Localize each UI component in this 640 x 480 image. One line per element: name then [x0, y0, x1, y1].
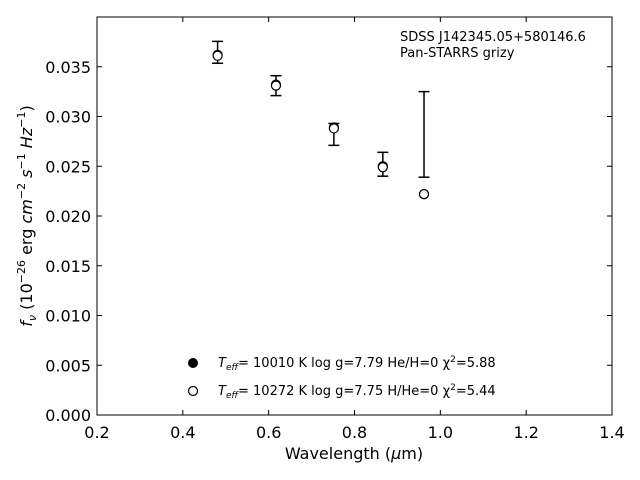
- legend-2-sup: 2: [450, 383, 456, 393]
- annotation-survey: Pan-STARRS grizy: [400, 46, 515, 61]
- plot-frame: [96, 16, 613, 416]
- model-point-open: [418, 189, 430, 200]
- y-label-exp3: −1: [15, 153, 28, 169]
- y-label-nu: ν: [26, 315, 39, 321]
- y-tick-label: 0.005: [45, 356, 91, 375]
- x-axis-label-mu: μ: [390, 444, 401, 463]
- y-label-hz: Hz: [17, 127, 36, 153]
- model-point-open: [212, 50, 223, 61]
- model-points: [212, 49, 430, 200]
- y-tick-label: 0.025: [45, 157, 91, 176]
- legend: Teff= 10010 K log g=7.79 He/H=0 χ2=5.88 …: [187, 355, 496, 401]
- x-tick-labels: 0.2 0.4 0.6 0.8 1.0 1.2 1.4: [84, 423, 624, 442]
- model-point-open: [377, 162, 388, 173]
- x-tick-label: 0.4: [170, 423, 195, 442]
- legend-2-t: T: [218, 384, 227, 399]
- error-bars: [212, 40, 430, 178]
- x-tick-label: 1.2: [513, 423, 538, 442]
- legend-1-chi: =5.88: [456, 356, 496, 371]
- x-axis-label: Wavelength (μm): [285, 444, 423, 463]
- y-tick-label: 0.015: [45, 257, 91, 276]
- x-tick-label: 0.6: [256, 423, 281, 442]
- y-label-erg: erg: [17, 224, 36, 260]
- y-label-exp4: −1: [15, 112, 28, 128]
- x-tick-label: 0.2: [84, 423, 109, 442]
- y-label-exp2: −2: [15, 183, 28, 199]
- legend-1-eff: eff: [226, 363, 240, 373]
- y-label-f: f: [17, 319, 36, 327]
- x-tick-label: 0.8: [342, 423, 367, 442]
- legend-entry-2: Teff= 10272 K log g=7.75 H/He=0 χ2=5.44: [218, 383, 496, 401]
- annotation-object-name: SDSS J142345.05+580146.6: [400, 30, 586, 45]
- legend-1-t: T: [218, 356, 227, 371]
- y-tick-label: 0.030: [45, 108, 91, 127]
- y-label-close: ): [17, 105, 36, 111]
- legend-2-chi: =5.44: [456, 384, 496, 399]
- y-tick-labels: 0.000 0.005 0.010 0.015 0.020 0.025 0.030 0.035: [45, 58, 91, 425]
- model-point-open: [328, 123, 339, 134]
- legend-marker-filled: [188, 358, 198, 368]
- y-tick-label: 0.000: [45, 406, 91, 425]
- legend-marker-open: [187, 385, 199, 397]
- x-tick-label: 1.4: [599, 423, 624, 442]
- y-tick-label: 0.035: [45, 58, 91, 77]
- y-axis-label: fν (10−26 erg cm−2 s−1 Hz−1): [15, 105, 39, 326]
- y-label-exp1: −26: [15, 260, 28, 283]
- model-point-open: [270, 80, 282, 91]
- y-tick-label: 0.010: [45, 307, 91, 326]
- y-label-cm: cm: [17, 199, 36, 223]
- x-axis-label-main: Wavelength (: [285, 444, 391, 463]
- legend-entry-1: Teff= 10010 K log g=7.79 He/H=0 χ2=5.88: [218, 355, 496, 373]
- y-tick-label: 0.020: [45, 207, 91, 226]
- legend-1-text: = 10010 K log g=7.79 He/H=0 χ: [238, 356, 451, 371]
- x-tick-label: 1.0: [428, 423, 453, 442]
- y-label-open: (10: [17, 283, 36, 315]
- y-label-s: s: [17, 170, 36, 183]
- legend-2-text: = 10272 K log g=7.75 H/He=0 χ: [238, 384, 451, 399]
- x-axis-label-unit: m): [401, 444, 423, 463]
- legend-2-eff: eff: [226, 391, 240, 401]
- legend-1-sup: 2: [450, 355, 456, 365]
